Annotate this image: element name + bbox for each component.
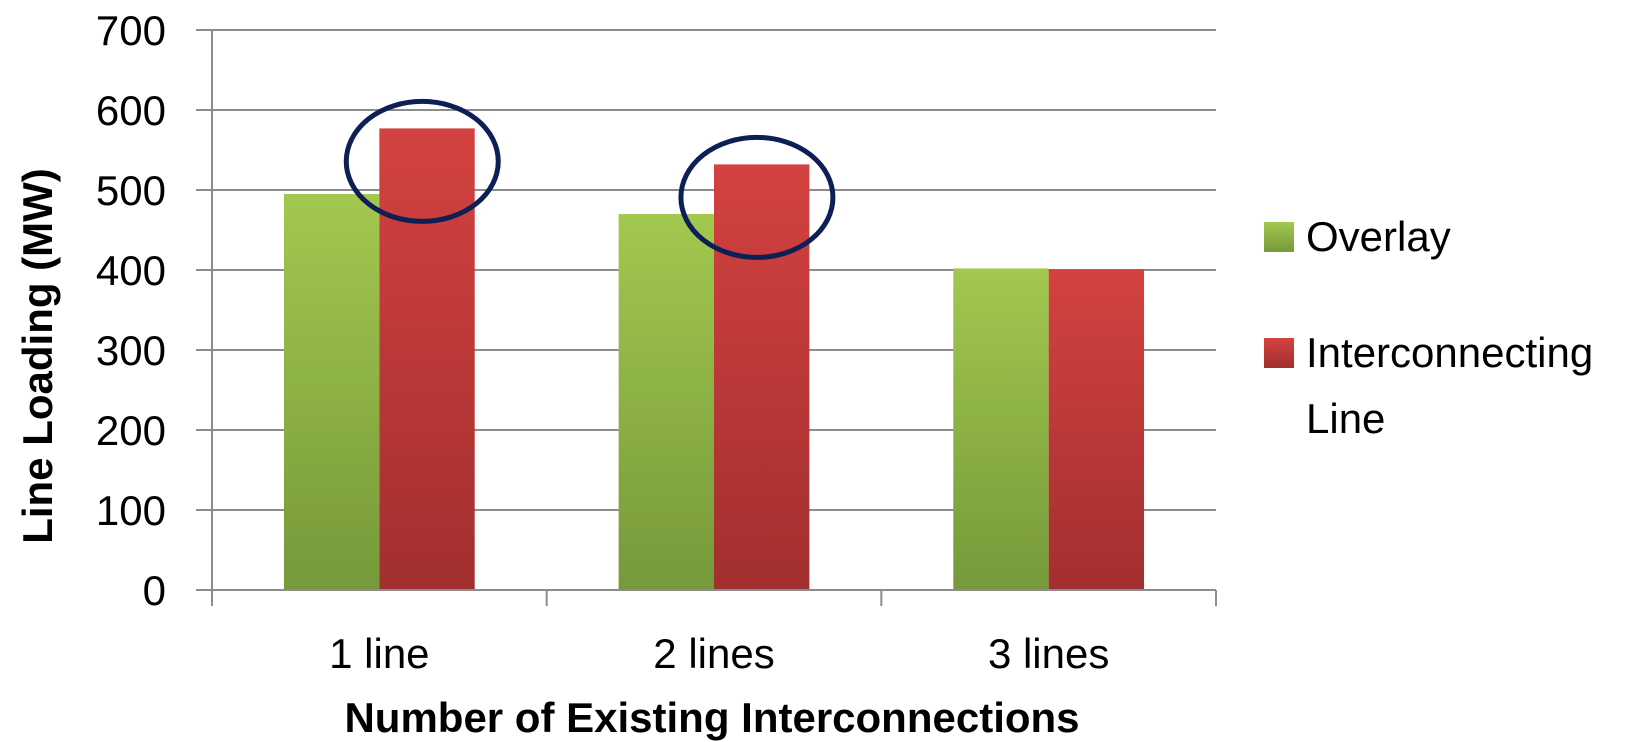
x-tick-label: 1 line [329,630,429,677]
y-tick-label: 200 [96,407,166,454]
bar [1048,269,1145,590]
legend-label: Overlay [1306,213,1451,260]
highlight-circle [343,98,501,224]
bar [953,268,1049,590]
x-tick-labels: 1 line 2 lines 3 lines [329,630,1109,677]
highlight-circle [678,134,836,260]
legend-label: Line [1306,395,1385,442]
y-tick-label: 400 [96,247,166,294]
y-tick-label: 500 [96,167,166,214]
bar [714,164,810,590]
y-tick-label: 0 [143,567,166,614]
x-axis-title: Number of Existing Interconnections [344,694,1079,741]
y-tick-label: 300 [96,327,166,374]
y-tick-labels: 0 100 200 300 400 500 600 700 [96,7,166,614]
y-tick-label: 600 [96,87,166,134]
bar [283,194,380,590]
legend-swatch [1264,222,1294,252]
legend: Overlay Interconnecting Line [1264,213,1593,442]
legend-label: Interconnecting [1306,329,1593,376]
y-tick-label: 700 [96,7,166,54]
x-tick-label: 2 lines [653,630,774,677]
axes [211,30,1217,606]
bar [379,128,475,590]
bar [618,214,714,590]
y-tick-label: 100 [96,487,166,534]
x-tick-label: 3 lines [988,630,1109,677]
y-axis-title: Line Loading (MW) [14,168,61,544]
legend-swatch [1264,338,1294,368]
highlight-circles [343,98,836,260]
bars [283,128,1145,590]
